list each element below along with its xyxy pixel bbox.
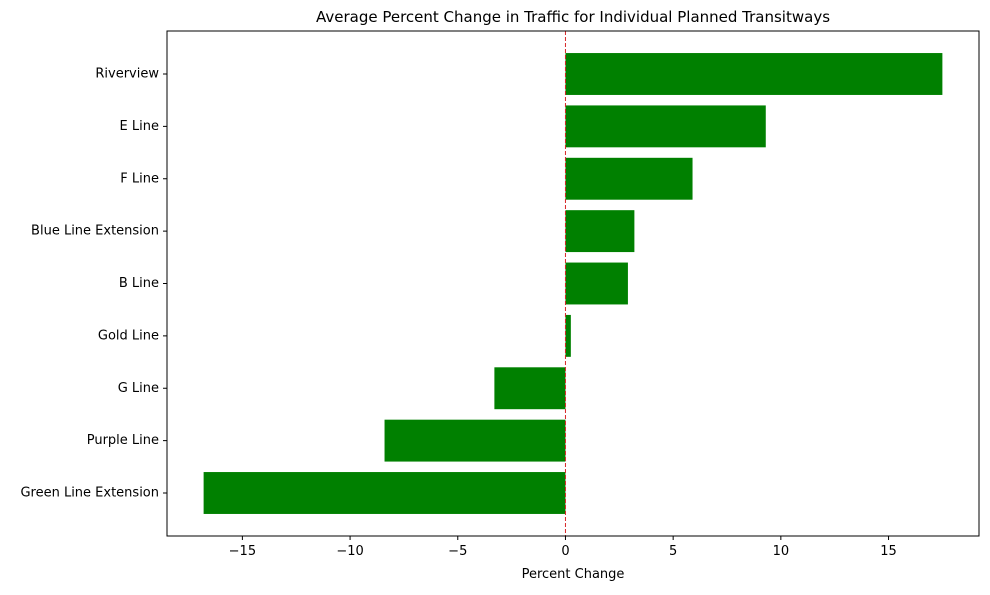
x-tick-label: −10 xyxy=(336,544,363,559)
y-tick-label: Blue Line Extension xyxy=(31,224,159,239)
y-tick-label: Purple Line xyxy=(87,433,159,448)
bar xyxy=(565,157,693,200)
x-tick-label: −15 xyxy=(229,544,256,559)
bar xyxy=(565,314,571,357)
y-tick-label: Riverview xyxy=(95,67,159,82)
bar xyxy=(565,262,628,305)
x-tick-label: 0 xyxy=(561,544,569,559)
x-axis: −15 −10 −5 0 5 10 15 xyxy=(229,536,897,559)
x-tick-label: 10 xyxy=(773,544,790,559)
x-tick-label: 5 xyxy=(669,544,677,559)
y-tick-label: G Line xyxy=(118,381,159,396)
y-tick-label: B Line xyxy=(119,276,159,291)
x-tick-label: −5 xyxy=(448,544,467,559)
bar xyxy=(384,419,566,462)
bars-layer xyxy=(203,53,943,514)
y-tick-label: F Line xyxy=(120,171,159,186)
x-tick-label: 15 xyxy=(880,544,897,559)
bar xyxy=(203,472,566,514)
bar xyxy=(494,367,566,410)
chart-title: Average Percent Change in Traffic for In… xyxy=(316,8,830,26)
y-tick-label: Green Line Extension xyxy=(20,486,159,501)
y-axis: Riverview E Line F Line Blue Line Extension… xyxy=(20,67,167,501)
y-tick-label: E Line xyxy=(120,119,159,134)
x-axis-label: Percent Change xyxy=(522,567,625,582)
bar xyxy=(565,53,943,95)
y-tick-label: Gold Line xyxy=(98,328,159,343)
bar xyxy=(565,105,766,148)
bar xyxy=(565,210,635,253)
